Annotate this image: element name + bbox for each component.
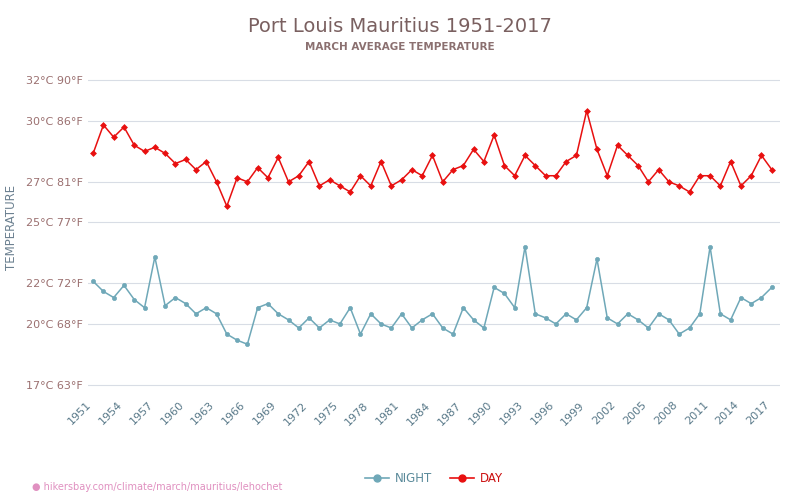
Text: ● hikersbay.com/climate/march/mauritius/lehochet: ● hikersbay.com/climate/march/mauritius/… bbox=[32, 482, 282, 492]
Text: MARCH AVERAGE TEMPERATURE: MARCH AVERAGE TEMPERATURE bbox=[305, 42, 495, 52]
Text: Port Louis Mauritius 1951-2017: Port Louis Mauritius 1951-2017 bbox=[248, 18, 552, 36]
Y-axis label: TEMPERATURE: TEMPERATURE bbox=[5, 185, 18, 270]
Legend: NIGHT, DAY: NIGHT, DAY bbox=[361, 467, 507, 489]
